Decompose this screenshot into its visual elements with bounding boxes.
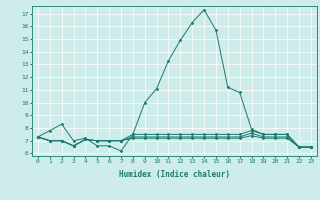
X-axis label: Humidex (Indice chaleur): Humidex (Indice chaleur) bbox=[119, 170, 230, 179]
